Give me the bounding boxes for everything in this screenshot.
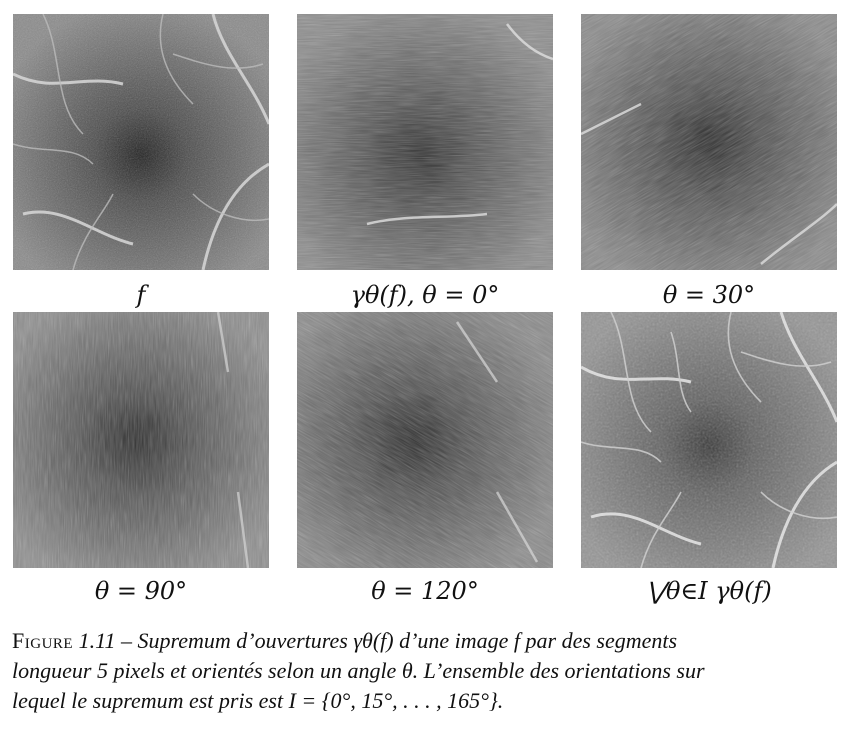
caption-panel-theta-90: θ = 90° [94, 577, 188, 605]
fundus-image-theta-120 [297, 312, 553, 568]
caption-panel-theta-120: θ = 120° [371, 577, 479, 605]
panel-opening-theta-90 [13, 312, 269, 568]
figure-caption-line-3: lequel le supremum est pris est I = {0°,… [12, 688, 504, 713]
fundus-image-theta-90 [13, 312, 269, 568]
fundus-image-supremum [581, 312, 837, 568]
panel-opening-theta-30 [581, 14, 837, 270]
figure-label: Figure [12, 628, 74, 653]
caption-panel-theta-0: γθ(f), θ = 0° [350, 281, 500, 309]
figure-number: 1.11 [78, 628, 116, 653]
panel-opening-theta-0 [297, 14, 553, 270]
figure-caption-line-2: longueur 5 pixels et orientés selon un a… [12, 658, 705, 683]
panel-opening-theta-120 [297, 312, 553, 568]
figure-caption: Figure 1.11 – Supremum d’ouvertures γθ(f… [12, 626, 848, 716]
figure-caption-line-1: Figure 1.11 – Supremum d’ouvertures γθ(f… [12, 626, 848, 656]
panel-supremum [581, 312, 837, 568]
caption-panel-theta-30: θ = 30° [662, 281, 756, 309]
figure-caption-text-1: – Supremum d’ouvertures γθ(f) d’une imag… [115, 628, 678, 653]
fundus-image-theta-30 [581, 14, 837, 270]
fundus-image-theta-0 [297, 14, 553, 270]
caption-panel-f: f [136, 281, 146, 309]
panel-original-fundus [13, 14, 269, 270]
caption-panel-supremum: ⋁θ∈I γθ(f) [646, 577, 772, 605]
fundus-image-original [13, 14, 269, 270]
